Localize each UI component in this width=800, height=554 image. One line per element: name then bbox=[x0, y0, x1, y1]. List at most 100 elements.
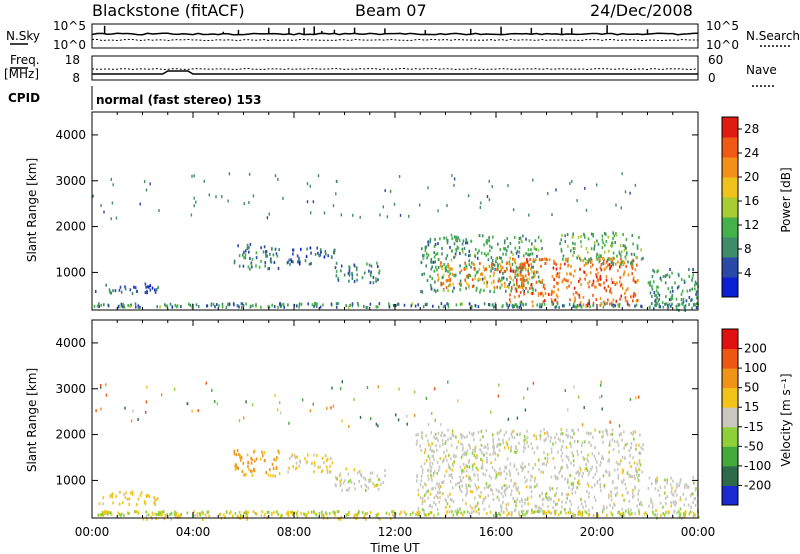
scatter-point bbox=[565, 445, 568, 449]
scatter-point bbox=[578, 479, 580, 483]
scatter-point bbox=[291, 510, 294, 514]
scatter-point bbox=[583, 263, 586, 267]
scatter-point bbox=[451, 289, 454, 293]
scatter-point bbox=[436, 491, 439, 494]
scatter-point bbox=[357, 304, 360, 308]
scatter-point bbox=[238, 419, 241, 423]
scatter-point bbox=[441, 267, 443, 271]
scatter-point bbox=[464, 466, 466, 470]
scatter-point bbox=[539, 434, 541, 438]
scatter-point bbox=[439, 456, 442, 460]
scatter-point bbox=[576, 199, 578, 203]
scatter-point bbox=[572, 482, 574, 486]
scatter-point bbox=[628, 511, 630, 515]
scatter-point bbox=[521, 469, 524, 472]
scatter-point bbox=[144, 500, 146, 504]
scatter-point bbox=[366, 262, 368, 266]
scatter-point bbox=[573, 286, 576, 290]
scatter-point bbox=[468, 263, 471, 267]
scatter-point bbox=[174, 514, 177, 518]
scatter-point bbox=[592, 476, 595, 480]
scatter-point bbox=[609, 420, 611, 424]
scatter-point bbox=[655, 304, 657, 308]
colorbar-tick-label: -100 bbox=[744, 459, 771, 473]
scatter-point bbox=[562, 254, 565, 258]
scatter-point bbox=[238, 305, 240, 309]
scatter-point bbox=[557, 288, 560, 292]
scatter-point bbox=[588, 508, 590, 512]
scatter-point bbox=[448, 510, 451, 514]
scatter-point bbox=[519, 291, 522, 294]
scatter-point bbox=[567, 480, 569, 484]
scatter-point bbox=[632, 293, 635, 297]
scatter-point bbox=[425, 491, 427, 495]
scatter-point bbox=[669, 290, 672, 294]
scatter-point bbox=[446, 502, 449, 506]
scatter-point bbox=[369, 302, 372, 306]
scatter-point bbox=[500, 264, 502, 268]
scatter-point bbox=[554, 477, 557, 481]
scatter-point bbox=[438, 491, 441, 495]
scatter-point bbox=[351, 304, 354, 308]
colorbar-swatch bbox=[722, 177, 738, 198]
scatter-point bbox=[509, 275, 511, 279]
scatter-point bbox=[546, 456, 549, 460]
scatter-point bbox=[320, 250, 322, 254]
scatter-point bbox=[635, 447, 637, 451]
scatter-point bbox=[461, 302, 463, 306]
scatter-point bbox=[511, 304, 514, 308]
scatter-point bbox=[462, 513, 464, 517]
scatter-point bbox=[539, 437, 542, 441]
scatter-point bbox=[450, 437, 452, 441]
scatter-point bbox=[462, 462, 465, 466]
scatter-point bbox=[524, 480, 527, 484]
scatter-point bbox=[564, 262, 566, 266]
scatter-point bbox=[432, 472, 435, 475]
scatter-point bbox=[453, 183, 455, 187]
scatter-point bbox=[492, 235, 494, 239]
scatter-point bbox=[634, 304, 636, 308]
scatter-point bbox=[348, 269, 351, 273]
scatter-point bbox=[613, 281, 615, 285]
colorbar-swatch bbox=[722, 137, 738, 158]
scatter-point bbox=[334, 266, 337, 270]
scatter-point bbox=[579, 466, 581, 470]
scatter-point bbox=[481, 459, 484, 463]
scatter-point bbox=[686, 483, 688, 487]
scatter-point bbox=[591, 485, 593, 489]
scatter-point bbox=[568, 458, 570, 462]
scatter-point bbox=[616, 491, 619, 495]
scatter-point bbox=[534, 476, 536, 480]
scatter-point bbox=[596, 183, 598, 187]
scatter-point bbox=[472, 433, 474, 437]
scatter-point bbox=[151, 286, 154, 290]
scatter-point bbox=[580, 305, 583, 309]
scatter-point bbox=[629, 397, 632, 401]
scatter-point bbox=[539, 494, 541, 498]
scatter-point bbox=[468, 443, 470, 447]
scatter-point bbox=[340, 213, 342, 217]
scatter-point bbox=[583, 457, 585, 461]
colorbar-swatch bbox=[722, 257, 738, 278]
scatter-point bbox=[436, 508, 439, 512]
scatter-point bbox=[376, 305, 379, 309]
scatter-point bbox=[251, 458, 253, 462]
scatter-point bbox=[491, 303, 494, 307]
scatter-point bbox=[347, 480, 350, 484]
scatter-point bbox=[523, 442, 526, 446]
scatter-point bbox=[624, 244, 626, 248]
scatter-point bbox=[265, 254, 267, 258]
scatter-point bbox=[509, 293, 511, 297]
scatter-point bbox=[608, 450, 610, 454]
nave-tick-bottom: 0 bbox=[708, 71, 716, 85]
scatter-point bbox=[547, 498, 549, 502]
scatter-point bbox=[453, 255, 455, 259]
scatter-point bbox=[619, 462, 621, 466]
scatter-point bbox=[175, 305, 178, 309]
scatter-point bbox=[596, 480, 599, 483]
scatter-point bbox=[501, 277, 503, 281]
scatter-point bbox=[677, 272, 680, 276]
scatter-point bbox=[480, 451, 483, 455]
scatter-point bbox=[534, 485, 536, 489]
scatter-point bbox=[300, 247, 302, 251]
